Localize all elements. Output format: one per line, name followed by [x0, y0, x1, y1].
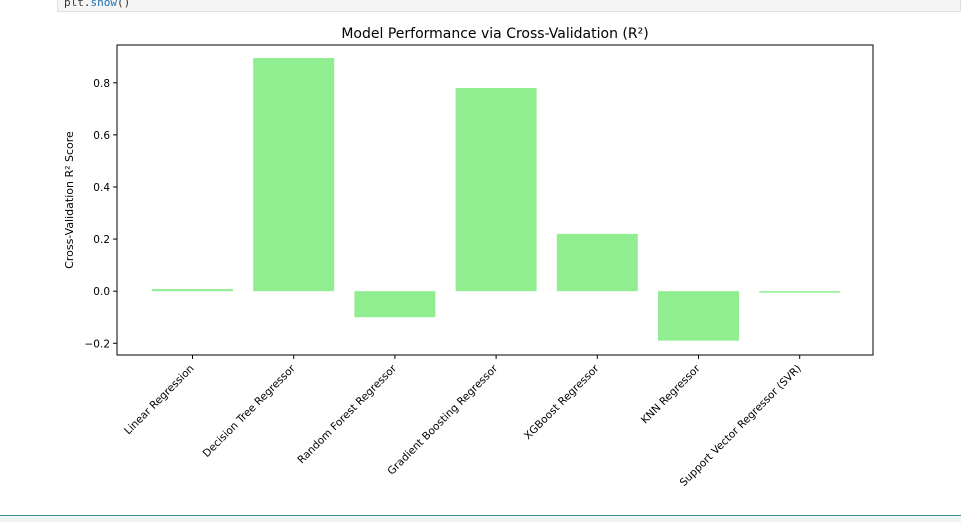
bar-4	[556, 233, 638, 292]
y-tick-label-1: 0.0	[93, 286, 110, 298]
code-parens: ()	[117, 0, 131, 9]
x-tick-label-0: Linear Regression	[122, 363, 197, 438]
y-axis: −0.2 0.0 0.2 0.4 0.6 0.8	[85, 78, 117, 350]
bars-group	[152, 58, 841, 341]
x-tick-label-1: Decision Tree Regressor	[201, 362, 299, 460]
x-axis: Linear Regression Decision Tree Regressor…	[122, 355, 804, 489]
x-tick-label-5: KNN Regressor	[639, 362, 703, 426]
bar-1	[253, 58, 335, 292]
bar-2	[354, 291, 436, 318]
plot-frame	[116, 44, 874, 356]
y-tick-label-5: 0.8	[93, 78, 110, 90]
y-axis-label: Cross-Validation R² Score	[63, 131, 76, 269]
y-tick-label-4: 0.6	[93, 130, 110, 142]
chart-title: Model Performance via Cross-Validation (…	[341, 26, 648, 42]
bar-0	[152, 289, 233, 292]
next-cell-strip	[0, 517, 961, 522]
x-tick-label-3: Gradient Boosting Regressor	[385, 362, 500, 477]
y-tick-label-0: −0.2	[85, 338, 111, 350]
y-tick-label-3: 0.4	[93, 182, 110, 194]
code-cell[interactable]: plt.show()	[57, 0, 961, 12]
bar-3	[455, 87, 537, 292]
bar-5	[658, 291, 739, 341]
bar-6	[759, 291, 841, 293]
code-method: show	[90, 0, 118, 9]
y-tick-label-2: 0.2	[93, 234, 110, 246]
code-object: plt	[64, 0, 84, 9]
x-tick-label-4: XGBoost Regressor	[522, 362, 602, 442]
x-tick-label-2: Random Forest Regressor	[295, 362, 399, 466]
cell-divider	[0, 515, 961, 516]
x-tick-label-6: Support Vector Regressor (SVR)	[678, 363, 804, 489]
